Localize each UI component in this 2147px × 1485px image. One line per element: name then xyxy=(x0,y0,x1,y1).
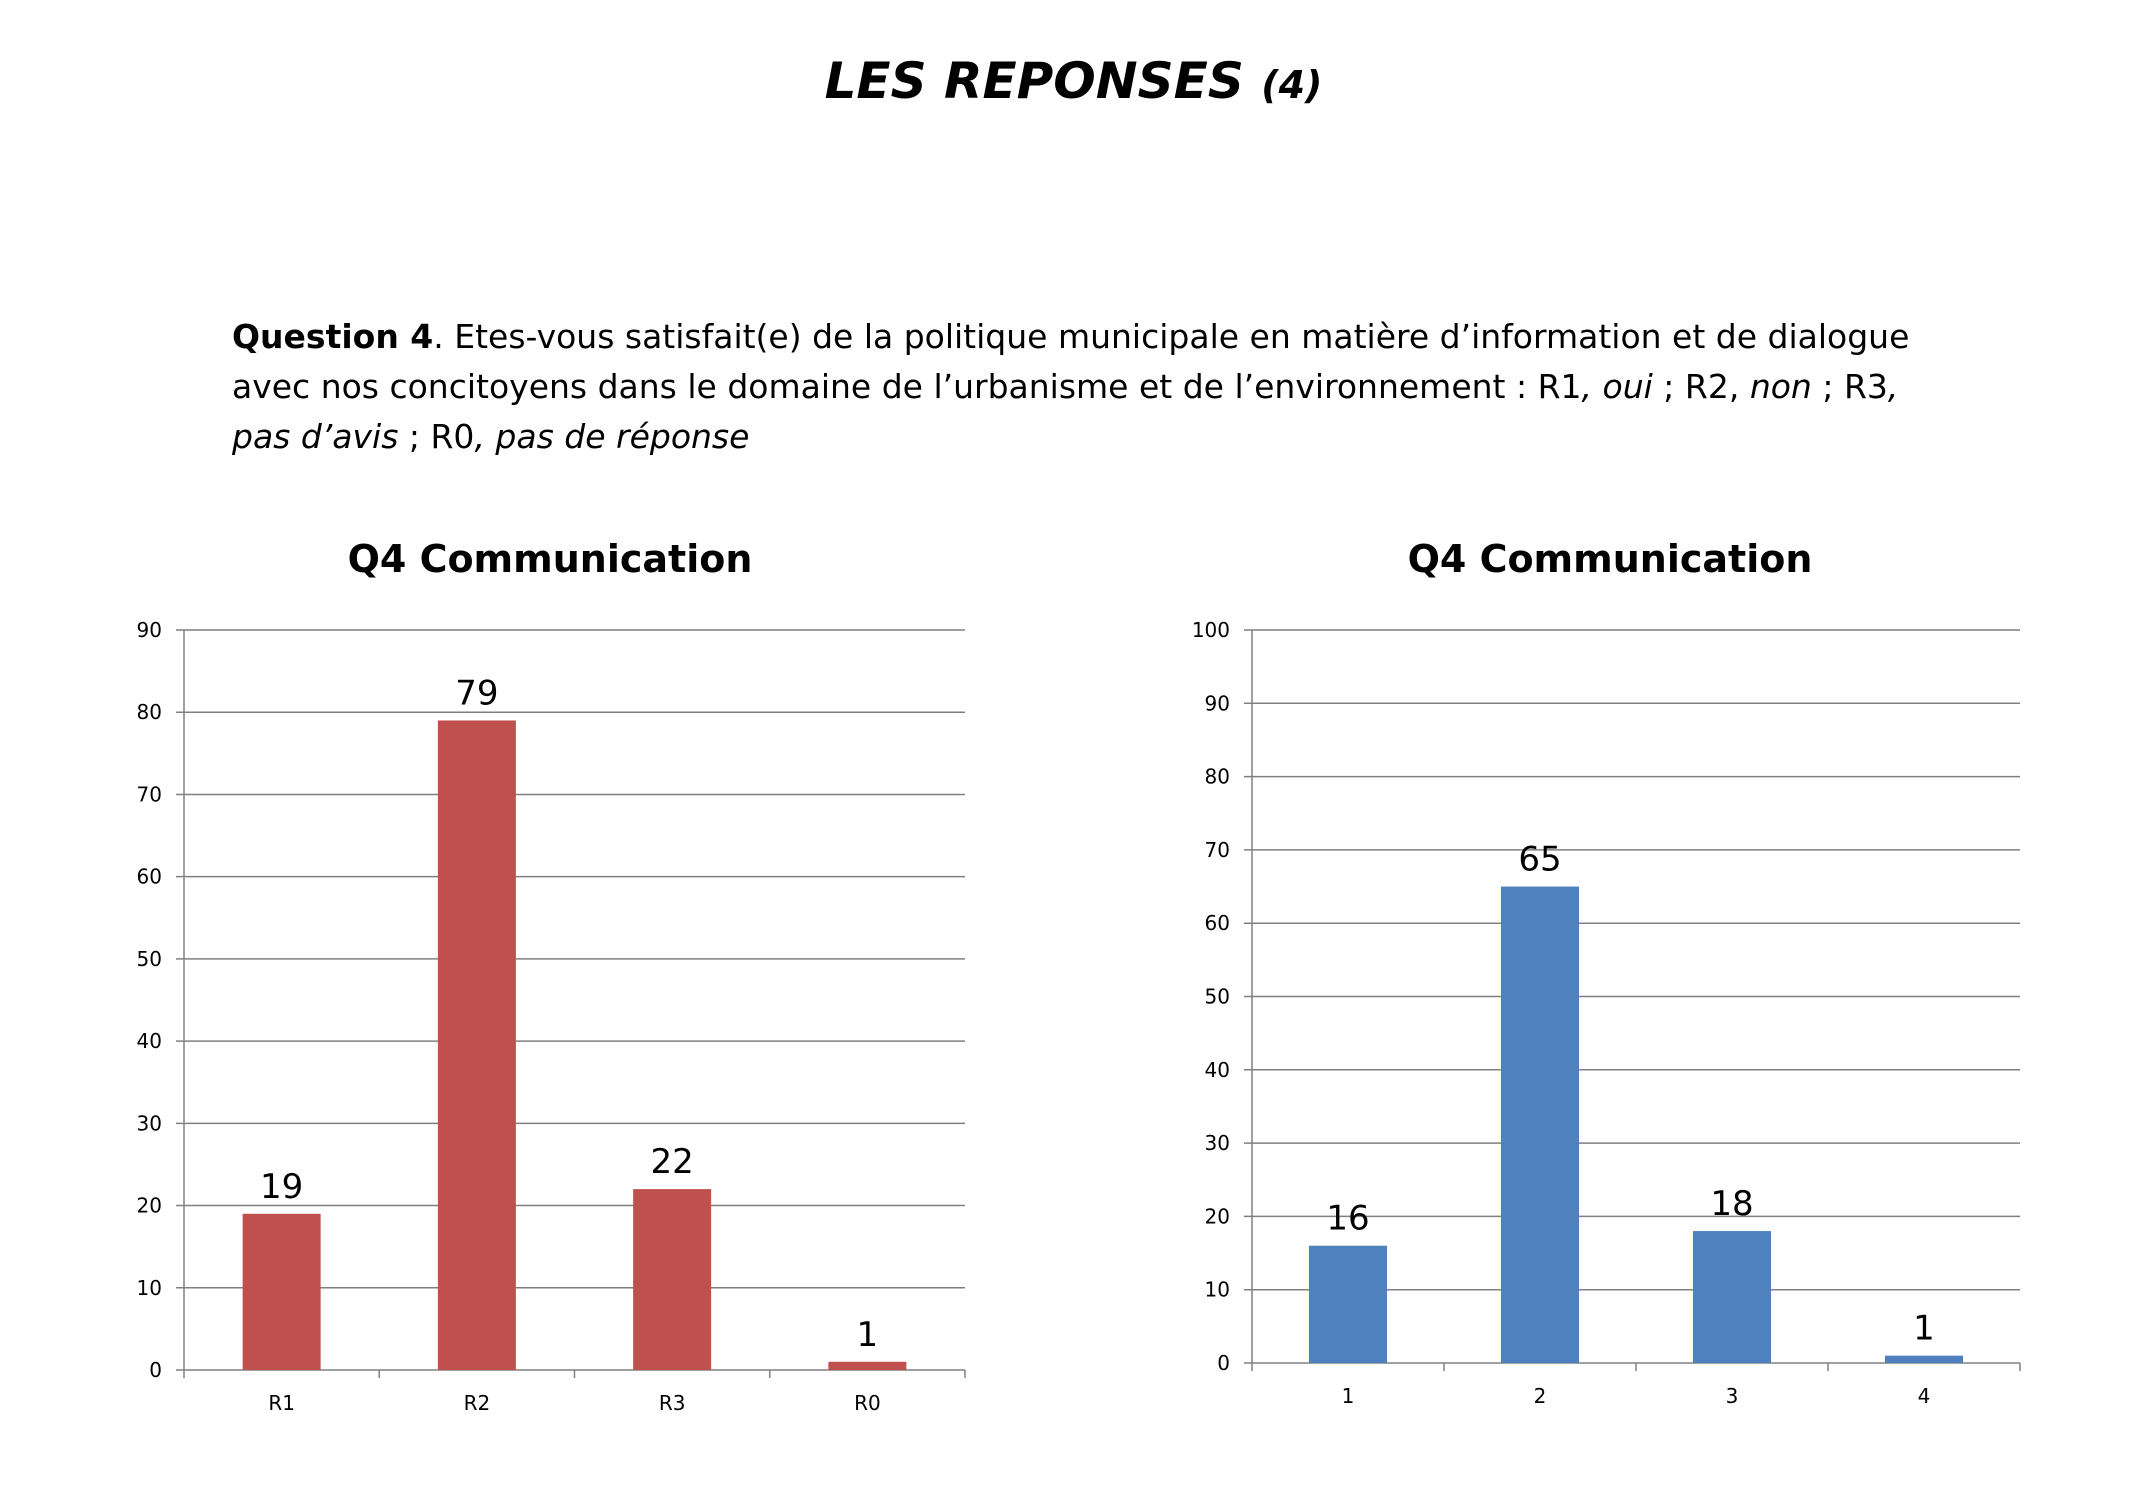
y-tick-label: 30 xyxy=(137,1111,162,1135)
data-label: 16 xyxy=(1326,1199,1369,1239)
y-tick-label: 10 xyxy=(137,1276,162,1300)
chart-title: Q4 Communication xyxy=(1408,537,1813,581)
y-tick-label: 70 xyxy=(1205,838,1230,862)
option-1-code: R1 xyxy=(1537,367,1582,406)
option-3-text: , pas d’avis xyxy=(232,367,1899,456)
question-body: . Etes-vous satisfait(e) de la politique… xyxy=(232,317,1910,406)
bar-1 xyxy=(1309,1245,1387,1363)
bar-R3 xyxy=(633,1189,712,1370)
y-tick-label: 80 xyxy=(137,700,162,724)
y-tick-label: 50 xyxy=(1205,985,1230,1009)
x-tick-label: 4 xyxy=(1918,1384,1931,1408)
data-label: 65 xyxy=(1518,840,1561,880)
x-tick-label: 3 xyxy=(1726,1384,1739,1408)
option-2-text: non xyxy=(1749,367,1812,406)
option-4-text: , pas de réponse xyxy=(474,417,750,456)
data-label: 1 xyxy=(1913,1309,1935,1349)
page-title-text: LES REPONSES xyxy=(824,52,1244,110)
data-label: 79 xyxy=(455,673,498,713)
option-2-code: ; R2, xyxy=(1652,367,1750,406)
option-1-text: , oui xyxy=(1581,367,1653,406)
x-tick-label: 1 xyxy=(1342,1384,1355,1408)
y-tick-label: 50 xyxy=(137,947,162,971)
bar-R2 xyxy=(437,720,516,1370)
bar-3 xyxy=(1693,1231,1771,1363)
bar-chart-right: Q4 Communication010203040506070809010016… xyxy=(1192,537,2021,1408)
x-tick-label: R3 xyxy=(659,1391,686,1415)
y-tick-label: 90 xyxy=(137,618,162,642)
y-tick-label: 60 xyxy=(137,865,162,889)
y-tick-label: 40 xyxy=(1205,1058,1230,1082)
y-tick-label: 0 xyxy=(1217,1351,1230,1375)
y-tick-label: 0 xyxy=(149,1358,162,1382)
question-text: Question 4. Etes-vous satisfait(e) de la… xyxy=(232,312,1952,462)
question-label: Question 4 xyxy=(232,317,434,356)
x-tick-label: 2 xyxy=(1534,1384,1547,1408)
y-tick-label: 70 xyxy=(137,782,162,806)
bar-R1 xyxy=(242,1213,321,1370)
y-tick-label: 20 xyxy=(137,1194,162,1218)
y-tick-label: 20 xyxy=(1205,1204,1230,1228)
bar-R0 xyxy=(828,1361,907,1370)
data-label: 19 xyxy=(260,1167,303,1207)
page-title-suffix: (4) xyxy=(1261,63,1323,107)
option-4-code: ; R0 xyxy=(398,417,475,456)
y-tick-label: 10 xyxy=(1205,1278,1230,1302)
x-tick-label: R0 xyxy=(854,1391,881,1415)
bar-4 xyxy=(1885,1355,1963,1363)
y-tick-label: 40 xyxy=(137,1029,162,1053)
bar-chart-left: Q4 Communication 0 10 20 30 40 50 60 70 80 90 19 R1 7… xyxy=(137,537,966,1415)
bar-2 xyxy=(1501,886,1579,1363)
data-label: 1 xyxy=(857,1315,879,1355)
y-tick-label: 30 xyxy=(1205,1131,1230,1155)
x-tick-label: R1 xyxy=(268,1391,295,1415)
x-tick-label: R2 xyxy=(464,1391,491,1415)
data-label: 18 xyxy=(1710,1184,1753,1224)
chart-title: Q4 Communication xyxy=(348,537,753,581)
y-tick-label: 80 xyxy=(1205,765,1230,789)
page-title: LES REPONSES (4) xyxy=(0,52,2147,110)
y-tick-label: 100 xyxy=(1192,618,1230,642)
option-3-code: ; R3 xyxy=(1811,367,1888,406)
y-tick-label: 60 xyxy=(1205,911,1230,935)
data-label: 22 xyxy=(650,1142,693,1182)
y-tick-label: 90 xyxy=(1205,691,1230,715)
